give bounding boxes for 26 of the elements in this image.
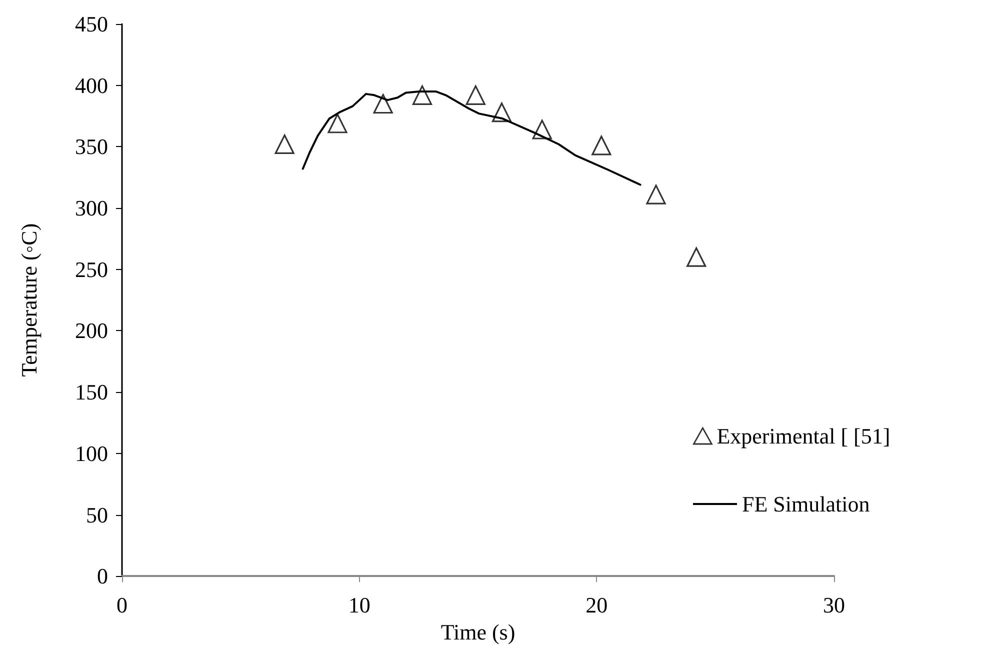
x-axis-title: Time (s) <box>440 620 516 644</box>
x-tick-label: 0 <box>116 592 128 618</box>
legend-label: Experimental [ [51] <box>716 424 890 448</box>
point <box>686 247 706 267</box>
y-tick-label: 150 <box>75 380 108 405</box>
y-tick-label: 100 <box>75 440 108 466</box>
point <box>274 134 294 154</box>
y-tick-label: 300 <box>75 196 108 221</box>
y-tick-label: 400 <box>75 72 108 98</box>
point <box>592 136 612 156</box>
point <box>466 85 486 105</box>
y-tick-label: 0 <box>97 564 108 589</box>
y-tick-label: 200 <box>75 318 108 344</box>
y-tick-label: 250 <box>75 256 108 282</box>
point <box>412 85 432 105</box>
point <box>373 94 393 114</box>
x-tick-label: 30 <box>823 592 845 618</box>
point <box>328 114 348 134</box>
y-axis-title: Temperature (◦C) <box>16 223 42 377</box>
point <box>646 184 666 204</box>
y-tick-label: 50 <box>86 502 108 528</box>
legend-label: FE Simulation <box>742 492 870 516</box>
x-tick-label: 20 <box>586 592 608 618</box>
y-tick-label: 450 <box>75 12 108 36</box>
y-tick-label: 350 <box>75 134 108 160</box>
x-tick-label: 10 <box>348 592 370 618</box>
